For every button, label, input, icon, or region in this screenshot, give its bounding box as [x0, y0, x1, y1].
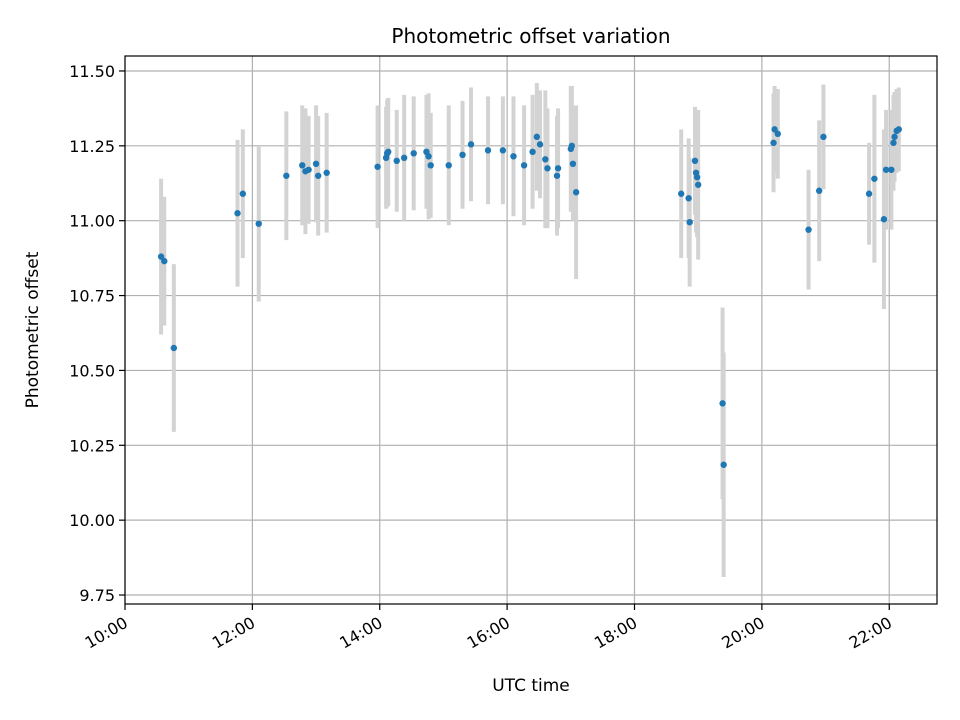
data-point: [533, 133, 541, 141]
data-point: [770, 139, 777, 147]
data-point: [425, 153, 432, 160]
data-point: [685, 195, 692, 202]
data-point: [400, 154, 408, 162]
data-point: [553, 172, 561, 179]
y-tick-label: 10.75: [69, 287, 115, 306]
data-point: [467, 141, 475, 148]
data-point: [427, 162, 434, 169]
data-point: [820, 133, 827, 141]
data-point: [529, 148, 536, 156]
data-point: [536, 141, 544, 148]
data-point: [686, 218, 693, 226]
y-tick-label: 10.50: [69, 361, 115, 380]
data-point: [161, 257, 168, 265]
y-tick-label: 9.75: [79, 586, 115, 605]
data-point: [719, 400, 726, 407]
data-point: [888, 166, 895, 173]
data-point: [774, 130, 781, 138]
y-axis-ticks: 9.75 10.00 10.25 10.50 10.75 11.00 11.25 11.50: [69, 62, 125, 605]
data-point: [255, 220, 262, 227]
data-point: [305, 166, 312, 173]
x-axis-label: UTC time: [492, 676, 570, 696]
data-points: [157, 126, 902, 468]
chart-title: Photometric offset variation: [391, 24, 670, 48]
data-point: [234, 210, 241, 217]
data-point: [691, 157, 699, 165]
data-point: [393, 157, 400, 165]
data-point: [374, 163, 381, 170]
data-point: [880, 216, 888, 223]
data-point: [544, 165, 551, 172]
data-point: [805, 226, 812, 233]
data-point: [771, 126, 778, 133]
data-point: [299, 162, 306, 169]
data-point: [499, 147, 507, 154]
data-point: [720, 461, 727, 468]
data-point: [459, 151, 466, 159]
data-point: [677, 190, 685, 197]
plot-frame: [124, 55, 938, 605]
data-point: [572, 189, 580, 196]
data-point: [865, 190, 873, 197]
y-tick-label: 10.25: [69, 436, 115, 455]
data-point: [445, 162, 452, 169]
data-point: [484, 147, 492, 154]
data-point: [891, 133, 898, 141]
data-point: [410, 150, 417, 157]
y-tick-label: 10.00: [69, 511, 115, 530]
data-point: [554, 165, 562, 172]
data-point: [312, 160, 320, 168]
y-axis-label: Photometric offset: [23, 251, 43, 408]
data-point: [323, 169, 330, 176]
data-point: [510, 153, 517, 160]
data-point: [283, 172, 290, 179]
data-point: [694, 181, 702, 188]
data-point: [314, 172, 322, 179]
data-point: [815, 187, 823, 194]
data-point: [157, 253, 165, 260]
y-tick-label: 11.00: [69, 212, 115, 231]
y-tick-label: 11.25: [69, 137, 115, 156]
data-point: [569, 160, 577, 168]
data-point: [239, 190, 247, 197]
data-point: [385, 148, 392, 156]
data-point: [542, 156, 549, 163]
data-point: [890, 139, 897, 147]
y-tick-label: 11.50: [69, 62, 115, 81]
data-point: [170, 344, 178, 352]
data-point: [871, 175, 878, 182]
data-point: [693, 174, 701, 181]
data-point: [882, 166, 890, 173]
data-point: [568, 142, 576, 150]
data-point: [520, 162, 528, 169]
data-point: [895, 126, 902, 133]
